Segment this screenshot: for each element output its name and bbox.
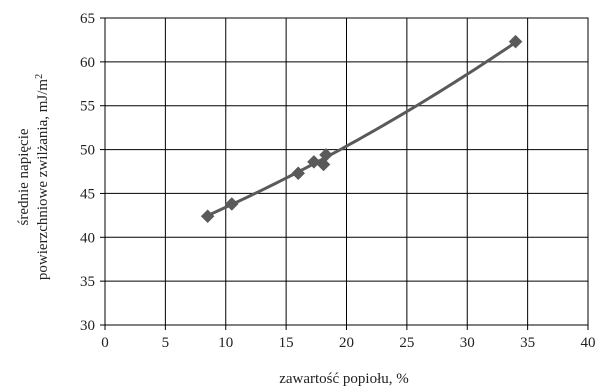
x-tick-label: 15 <box>279 335 294 351</box>
x-tick-label: 20 <box>339 335 354 351</box>
y-axis-label: średnie napięcie powierzchniowe zwilżani… <box>16 74 51 280</box>
x-tick-label: 10 <box>218 335 233 351</box>
y-tick-label: 55 <box>80 99 95 115</box>
y-tick-label: 60 <box>80 55 95 71</box>
x-tick-label: 40 <box>581 335 596 351</box>
data-point <box>316 157 331 172</box>
data-point <box>307 154 321 169</box>
x-tick-label: 35 <box>520 335 535 351</box>
y-tick-label: 65 <box>80 11 95 27</box>
x-tick-label: 30 <box>460 335 475 351</box>
y-tick-label: 45 <box>80 186 95 202</box>
data-point <box>319 147 333 162</box>
data-point <box>224 197 239 211</box>
grid <box>100 17 589 330</box>
y-tick-label: 35 <box>80 274 95 290</box>
y-axis-label-line-2: powierzchniowe zwilżania, mJ/m2 <box>34 74 52 280</box>
y-tick-label: 50 <box>80 143 95 159</box>
x-axis-label: zawartość popiołu, % <box>279 371 409 387</box>
data-points <box>200 34 523 224</box>
data-point <box>508 34 523 49</box>
y-axis-label-line-1: średnie napięcie <box>16 128 32 225</box>
x-tick-labels: 0 5 10 15 20 25 30 35 40 <box>101 335 595 351</box>
trend-line-group <box>206 40 518 218</box>
x-tick-label: 5 <box>162 335 170 351</box>
data-point <box>291 166 306 181</box>
y-axis-label-line-2-text: powierzchniowe zwilżania, mJ/m <box>35 79 51 281</box>
data-point <box>200 209 215 224</box>
trend-line <box>206 40 518 218</box>
y-axis-label-superscript: 2 <box>34 74 45 79</box>
x-tick-label: 25 <box>399 335 414 351</box>
y-tick-labels: 30 35 40 45 50 55 60 65 <box>80 11 95 334</box>
y-tick-label: 30 <box>80 318 95 334</box>
x-tick-label: 0 <box>101 335 109 351</box>
y-tick-label: 40 <box>80 230 95 246</box>
